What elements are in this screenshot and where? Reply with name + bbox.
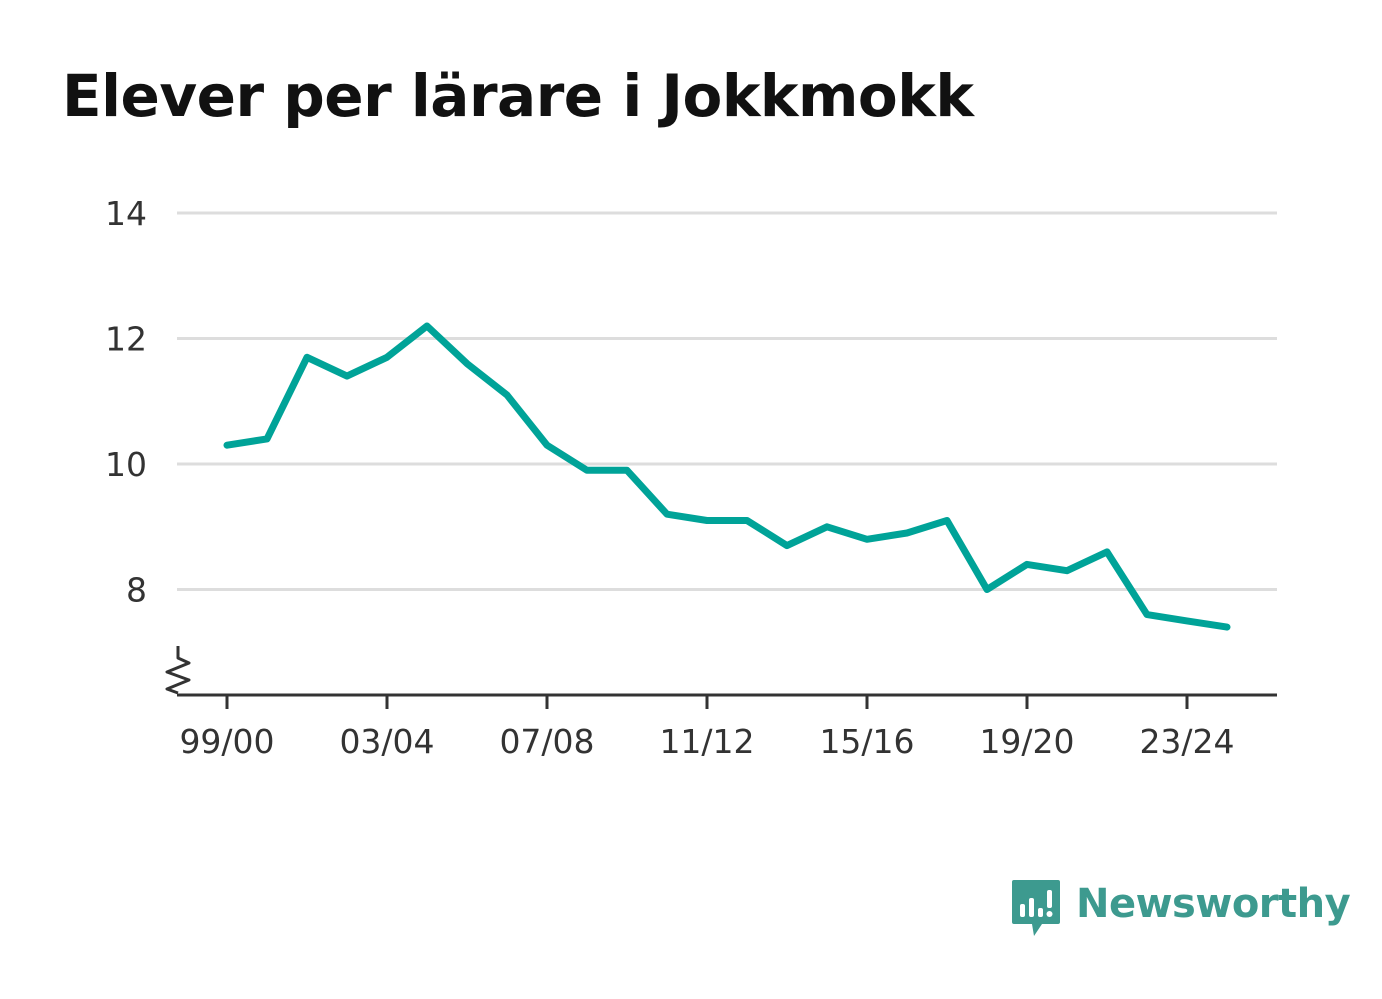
data-point-09/10 [623, 466, 631, 474]
data-point-06/07 [503, 391, 511, 399]
data-point-01/02 [303, 353, 311, 361]
data-point-24/25 [1223, 623, 1231, 631]
data-point-19/20 [1023, 560, 1031, 568]
data-point-21/22 [1103, 548, 1111, 556]
data-point-15/16 [863, 535, 871, 543]
data-point-07/08 [543, 441, 551, 449]
x-tick-label: 99/00 [179, 722, 274, 761]
y-tick-label: 8 [126, 571, 147, 610]
x-tick-label: 11/12 [659, 722, 754, 761]
data-point-00/01 [263, 435, 271, 443]
y-tick-label: 10 [105, 445, 147, 484]
x-axis: 99/00 03/04 07/08 11/12 15/16 19/20 23/24 [165, 646, 1277, 761]
y-tick-label: 14 [105, 194, 147, 233]
y-axis-break-icon [165, 646, 191, 695]
brand-name: Newsworthy [1076, 881, 1351, 927]
data-point-20/21 [1063, 567, 1071, 575]
gridlines [177, 211, 1277, 591]
newsworthy-logo-icon [1012, 880, 1060, 936]
data-point-17/18 [943, 516, 951, 524]
data-point-08/09 [583, 466, 591, 474]
chart-title: Elever per lärare i Jokkmokk [62, 62, 974, 130]
data-point-14/15 [823, 523, 831, 531]
data-point-04/05 [423, 322, 431, 330]
data-point-16/17 [903, 529, 911, 537]
data-point-03/04 [383, 353, 391, 361]
data-point-22/23 [1143, 611, 1151, 619]
x-tick-label: 23/24 [1139, 722, 1234, 761]
brand-logo: Newsworthy [1010, 878, 1351, 940]
series-layer [223, 322, 1231, 631]
data-point-13/14 [783, 542, 791, 550]
data-point-23/24 [1183, 617, 1191, 625]
x-tick-label: 07/08 [499, 722, 594, 761]
data-point-10/11 [663, 510, 671, 518]
data-point-99/00 [223, 441, 231, 449]
data-point-18/19 [983, 586, 991, 594]
x-tick-label: 19/20 [979, 722, 1074, 761]
x-tick-label: 15/16 [819, 722, 914, 761]
y-axis-tick-labels: 8 10 12 14 [105, 194, 147, 610]
data-point-12/13 [743, 516, 751, 524]
data-point-05/06 [463, 360, 471, 368]
y-tick-label: 12 [105, 320, 147, 359]
series-line [223, 322, 1231, 631]
x-tick-label: 03/04 [339, 722, 434, 761]
data-point-02/03 [343, 372, 351, 380]
data-point-11/12 [703, 516, 711, 524]
